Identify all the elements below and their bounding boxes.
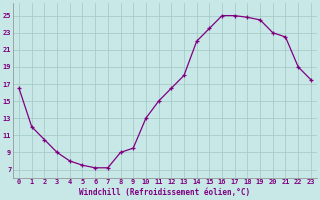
X-axis label: Windchill (Refroidissement éolien,°C): Windchill (Refroidissement éolien,°C): [79, 188, 251, 197]
